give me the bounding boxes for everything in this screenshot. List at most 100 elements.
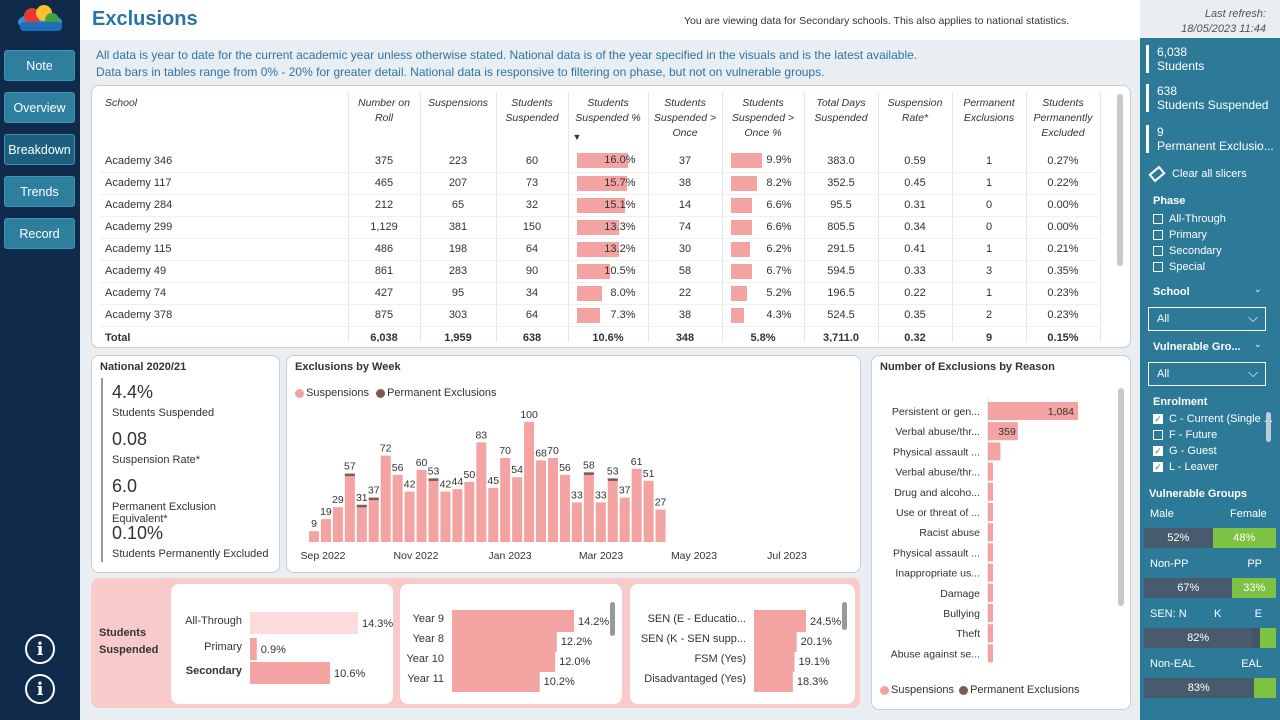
- school-dropdown[interactable]: All ⌵: [1148, 307, 1266, 331]
- week-bar[interactable]: [536, 460, 547, 542]
- hbar[interactable]: [754, 650, 795, 672]
- reason-bar[interactable]: [988, 563, 993, 582]
- week-bar[interactable]: [344, 473, 355, 542]
- week-perm-bar[interactable]: [583, 472, 594, 475]
- col-school[interactable]: School: [100, 92, 349, 150]
- week-bar[interactable]: [500, 458, 511, 542]
- checkbox-icon[interactable]: [1153, 262, 1163, 273]
- phase-opt-special[interactable]: Special: [1153, 261, 1205, 273]
- reason-bar[interactable]: [988, 644, 993, 663]
- reason-bar[interactable]: [988, 442, 1001, 461]
- col-suspensions[interactable]: Suspensions: [420, 92, 497, 150]
- reasons-scrollbar[interactable]: [1118, 388, 1124, 606]
- nav-note-button[interactable]: Note: [4, 50, 75, 81]
- hbar[interactable]: [754, 610, 806, 632]
- week-bar[interactable]: [440, 491, 451, 542]
- nav-trends-button[interactable]: Trends: [4, 176, 75, 207]
- chevron-down-icon[interactable]: ⌄: [1254, 339, 1262, 349]
- hbar[interactable]: [452, 650, 556, 672]
- vg-bar[interactable]: 52% 48%: [1144, 528, 1276, 548]
- col-permanent-exclusions[interactable]: Permanent Exclusions: [952, 92, 1027, 150]
- enrol-option[interactable]: ✓ C - Current (Single ...: [1153, 413, 1273, 425]
- week-perm-bar[interactable]: [356, 504, 367, 508]
- week-bar[interactable]: [452, 489, 463, 542]
- col-suspension-rate[interactable]: Suspension Rate*: [878, 92, 953, 150]
- week-perm-bar[interactable]: [607, 478, 618, 481]
- reason-bar[interactable]: [988, 624, 993, 643]
- phase-opt-all-through[interactable]: All-Through: [1153, 213, 1226, 225]
- nav-breakdown-button[interactable]: Breakdown: [4, 134, 75, 165]
- reason-bar[interactable]: [988, 523, 993, 542]
- reason-bar[interactable]: [988, 462, 993, 481]
- week-perm-bar[interactable]: [344, 473, 355, 477]
- week-bar[interactable]: [571, 502, 582, 542]
- info-icon[interactable]: i: [25, 634, 55, 664]
- checkbox-icon[interactable]: [1153, 246, 1163, 257]
- vg-bar[interactable]: 67% 33%: [1144, 578, 1276, 598]
- table-row[interactable]: Academy 49 861 283 90 10.5% 58 6.7% 594.…: [100, 260, 1101, 283]
- hbar[interactable]: [452, 630, 557, 652]
- enrol-option[interactable]: ✓ L - Leaver: [1153, 461, 1218, 473]
- year-scrollbar[interactable]: [610, 602, 615, 636]
- vg-bar[interactable]: 82%: [1144, 628, 1276, 648]
- reason-bar[interactable]: [988, 402, 1078, 420]
- table-row[interactable]: Academy 284 212 65 32 15.1% 14 6.6% 95.5…: [100, 194, 1101, 217]
- week-bar[interactable]: [619, 497, 630, 542]
- week-bar[interactable]: [332, 507, 343, 542]
- info-icon-2[interactable]: i: [25, 674, 55, 704]
- checkbox-icon[interactable]: [1153, 430, 1163, 441]
- reason-bar[interactable]: [988, 604, 993, 622]
- week-bar[interactable]: [631, 468, 642, 542]
- vuln-dropdown[interactable]: All ⌵: [1148, 362, 1266, 386]
- week-bar[interactable]: [607, 478, 618, 542]
- week-bar[interactable]: [548, 458, 558, 542]
- week-bar[interactable]: [488, 488, 499, 542]
- vg-bar[interactable]: 83%: [1144, 678, 1276, 698]
- week-bar[interactable]: [595, 502, 606, 542]
- col-students-suspended[interactable]: Students Suspended: [496, 92, 569, 150]
- checkbox-icon[interactable]: ✓: [1153, 462, 1163, 473]
- week-bar[interactable]: [416, 470, 427, 542]
- enrol-option[interactable]: ✓ G - Guest: [1153, 445, 1217, 457]
- chevron-down-icon[interactable]: ⌄: [1254, 284, 1262, 294]
- table-row[interactable]: Academy 299 1,129 381 150 13.3% 74 6.6% …: [100, 216, 1101, 239]
- week-bar[interactable]: [559, 474, 570, 542]
- table-row[interactable]: Academy 117 465 207 73 15.7% 38 8.2% 352…: [100, 172, 1101, 195]
- hbar[interactable]: [250, 612, 358, 634]
- col-suspended-once-pct[interactable]: Students Suspended > Once %: [722, 92, 805, 150]
- table-row[interactable]: Academy 346 375 223 60 16.0% 37 9.9% 383…: [100, 150, 1101, 173]
- week-bar[interactable]: [380, 455, 391, 542]
- week-bar[interactable]: [368, 497, 379, 542]
- checkbox-icon[interactable]: [1153, 214, 1163, 225]
- checkbox-icon[interactable]: [1153, 230, 1163, 241]
- reason-bar[interactable]: [988, 583, 993, 602]
- enrol-option[interactable]: F - Future: [1153, 429, 1217, 441]
- hbar[interactable]: [250, 638, 257, 660]
- table-scrollbar[interactable]: [1117, 94, 1123, 266]
- week-bar[interactable]: [524, 422, 535, 542]
- col-roll[interactable]: Number on Roll: [348, 92, 421, 150]
- col-students-suspended-pct[interactable]: Students Suspended % ▼: [568, 92, 649, 150]
- reason-bar[interactable]: [988, 422, 1018, 441]
- week-bar[interactable]: [404, 491, 415, 542]
- week-bar[interactable]: [428, 478, 439, 542]
- table-row[interactable]: Academy 115 486 198 64 13.2% 30 6.2% 291…: [100, 238, 1101, 261]
- hbar[interactable]: [754, 670, 793, 692]
- week-bar[interactable]: [643, 480, 654, 542]
- col-suspended-once[interactable]: Students Suspended > Once: [648, 92, 723, 150]
- week-bar[interactable]: [476, 442, 487, 542]
- week-bar[interactable]: [655, 509, 666, 542]
- week-bar[interactable]: [583, 472, 594, 542]
- reason-bar[interactable]: [988, 503, 993, 521]
- week-perm-bar[interactable]: [428, 478, 439, 481]
- hbar[interactable]: [754, 630, 797, 652]
- nav-record-button[interactable]: Record: [4, 218, 75, 249]
- hbar[interactable]: [250, 662, 331, 684]
- week-bar[interactable]: [464, 482, 475, 542]
- week-bar[interactable]: [309, 531, 319, 542]
- nav-overview-button[interactable]: Overview: [4, 92, 75, 123]
- table-row[interactable]: Academy 74 427 95 34 8.0% 22 5.2% 196.5 …: [100, 282, 1101, 305]
- clear-slicers-button[interactable]: Clear all slicers: [1148, 165, 1247, 183]
- phase-opt-secondary[interactable]: Secondary: [1153, 245, 1222, 257]
- week-bar[interactable]: [356, 504, 367, 542]
